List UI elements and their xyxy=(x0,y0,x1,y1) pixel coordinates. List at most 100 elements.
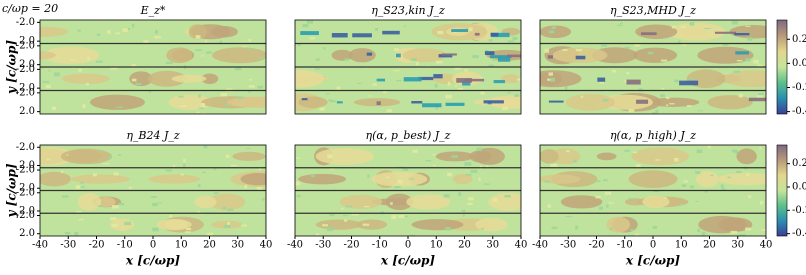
fluctuation xyxy=(396,166,403,168)
fluctuation xyxy=(436,60,443,64)
fluctuation xyxy=(738,93,744,98)
colorbar-tick-label: 0.2 xyxy=(792,34,806,45)
fluctuation xyxy=(97,205,103,208)
feature xyxy=(735,51,749,55)
fluctuation xyxy=(124,221,131,226)
fluctuation xyxy=(624,149,630,152)
fluctuation xyxy=(85,82,89,86)
structure xyxy=(147,70,187,87)
fluctuation xyxy=(247,48,253,50)
fluctuation xyxy=(173,165,176,169)
structure xyxy=(540,149,559,164)
fluctuation xyxy=(630,228,634,231)
x-tick-label: -10 xyxy=(372,240,388,251)
fluctuation xyxy=(397,179,401,184)
fluctuation xyxy=(745,58,751,62)
fluctuation xyxy=(652,112,658,114)
fluctuation xyxy=(447,81,451,86)
structure xyxy=(166,47,193,64)
fluctuation xyxy=(61,195,69,198)
fluctuation xyxy=(234,66,242,71)
fluctuation xyxy=(759,147,762,150)
panel-title: η_S23,kin J_z xyxy=(371,4,445,17)
fluctuation xyxy=(154,29,158,34)
structure xyxy=(232,151,266,161)
fluctuation xyxy=(75,185,81,189)
fluctuation xyxy=(96,33,101,36)
heatmap xyxy=(40,20,266,114)
x-tick-label: 10 xyxy=(675,240,688,251)
structure xyxy=(40,171,71,187)
panel-title: η_S23,MHD J_z xyxy=(610,4,696,17)
feature xyxy=(445,102,465,106)
fluctuation xyxy=(256,186,263,190)
y-tick-label: 2.0 xyxy=(19,59,35,70)
x-tick-label: 30 xyxy=(731,240,744,251)
fluctuation xyxy=(690,185,695,189)
fluctuation xyxy=(195,35,201,39)
fluctuation xyxy=(311,174,315,178)
fluctuation xyxy=(727,176,731,179)
fluctuation xyxy=(655,109,659,114)
structure xyxy=(298,173,347,185)
fluctuation xyxy=(604,191,612,195)
fluctuation xyxy=(665,96,670,99)
fluctuation xyxy=(731,20,739,25)
fluctuation xyxy=(363,206,370,208)
fluctuation xyxy=(704,190,708,193)
fluctuation xyxy=(196,111,200,114)
colorbar-tick-label: -0.2 xyxy=(792,82,806,93)
fluctuation xyxy=(148,90,151,93)
fluctuation xyxy=(575,225,579,230)
feature xyxy=(376,101,381,106)
structure xyxy=(411,219,464,231)
structure xyxy=(194,195,217,209)
y-axis-label: y [c/ωp] xyxy=(5,40,19,95)
fluctuation xyxy=(415,61,419,66)
x-axis-label: x [c/ωp] xyxy=(380,254,436,268)
fluctuation xyxy=(390,202,393,205)
y-tick-label: -2.0 xyxy=(16,64,35,75)
fluctuation xyxy=(66,154,69,156)
feature xyxy=(464,78,485,82)
fluctuation xyxy=(329,167,336,170)
feature xyxy=(462,80,471,86)
fluctuation xyxy=(595,195,601,199)
feature xyxy=(679,80,699,86)
fluctuation xyxy=(598,206,603,210)
structure xyxy=(606,216,631,233)
fluctuation xyxy=(329,213,335,217)
structure xyxy=(560,195,603,209)
fluctuation xyxy=(306,20,313,24)
fluctuation xyxy=(372,83,377,86)
fluctuation xyxy=(295,181,301,186)
x-tick-label: -30 xyxy=(560,240,576,251)
structure xyxy=(201,73,219,85)
fluctuation xyxy=(398,215,405,218)
colorbar-tick-label: -0.4 xyxy=(792,106,806,117)
fluctuation xyxy=(745,227,752,231)
fluctuation xyxy=(128,186,132,189)
x-tick-label: 30 xyxy=(486,240,499,251)
fluctuation xyxy=(635,164,641,169)
structure xyxy=(707,95,753,110)
fluctuation xyxy=(609,227,613,230)
fluctuation xyxy=(653,190,660,193)
panel-title: E_z* xyxy=(140,4,166,17)
fluctuation xyxy=(319,107,325,111)
fluctuation xyxy=(738,234,746,236)
x-tick-label: -10 xyxy=(117,240,133,251)
fluctuation xyxy=(135,82,142,86)
fluctuation xyxy=(64,231,71,235)
fluctuation xyxy=(143,40,149,44)
fluctuation xyxy=(198,94,201,98)
fluctuation xyxy=(661,87,665,90)
fluctuation xyxy=(165,169,172,172)
fluctuation xyxy=(393,70,400,72)
x-tick-label: 30 xyxy=(231,240,244,251)
fluctuation xyxy=(756,95,763,100)
fluctuation xyxy=(40,67,46,69)
fluctuation xyxy=(111,223,118,227)
feature xyxy=(352,33,372,38)
x-tick-label: -20 xyxy=(588,240,604,251)
